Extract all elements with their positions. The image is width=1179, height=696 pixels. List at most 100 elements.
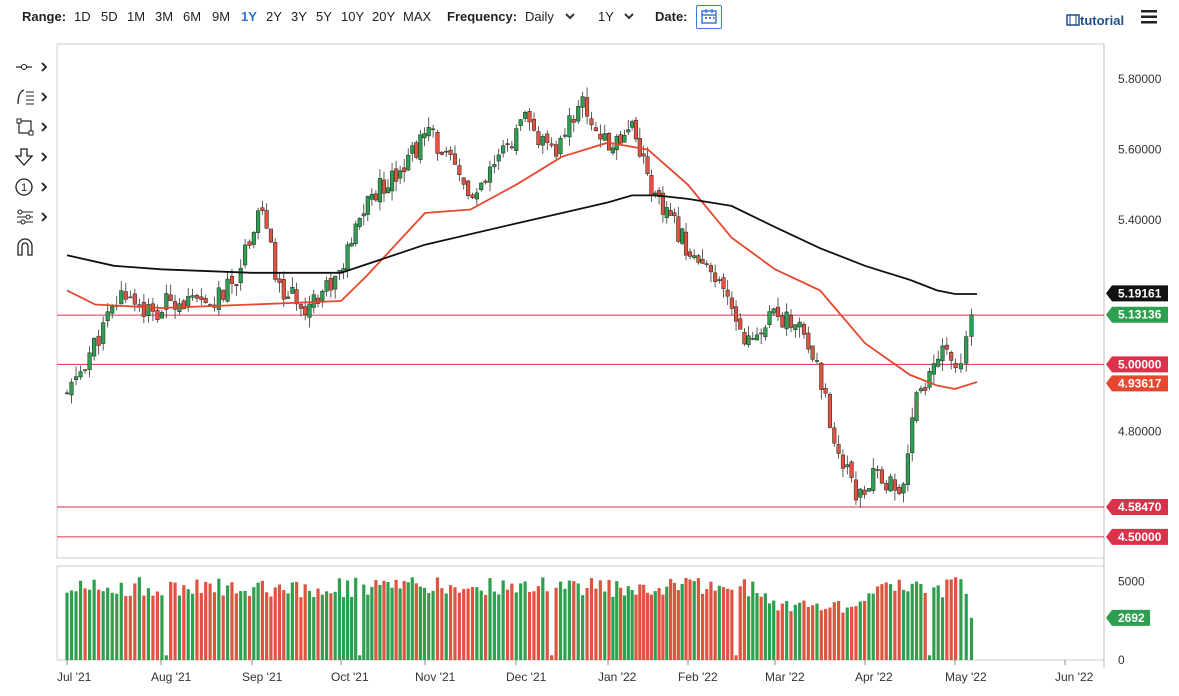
candle-body (814, 360, 820, 362)
magnet-tool[interactable] (14, 236, 54, 258)
volume-bar (366, 594, 370, 660)
candle-body (969, 314, 974, 337)
volume-bar (589, 578, 594, 660)
range-button-1m[interactable]: 1M (127, 9, 146, 24)
volume-bar (74, 591, 78, 660)
hamburger-menu-icon[interactable] (1141, 10, 1157, 24)
chevron-down-icon[interactable] (623, 10, 635, 22)
candle-body (260, 207, 265, 211)
candle-body (418, 134, 423, 160)
volume-y-tick-label: 0 (1118, 653, 1125, 667)
toolbar: Range: 1D 5D 1M 3M 6M 9M 1Y 2Y 3Y 5Y 10Y 20Y MAX Fre… (0, 0, 1179, 36)
volume-bar (277, 584, 282, 660)
candle-body (953, 362, 958, 369)
arrow-tool[interactable] (14, 146, 54, 168)
volume-bar (195, 579, 199, 660)
volume-y-tick-label: 5000 (1118, 575, 1145, 589)
counter-tool[interactable]: 1 (14, 176, 54, 198)
tutorial-link[interactable]: tutorial (1066, 13, 1124, 28)
volume-bar (969, 617, 974, 660)
candle-body (545, 133, 550, 143)
volume-bar (767, 603, 772, 660)
candle-body (771, 308, 776, 314)
range-button-3y[interactable]: 3Y (291, 9, 307, 24)
candle-body (836, 444, 841, 454)
volume-bar (230, 582, 234, 660)
price-tags: 5.19161 5.13136 5.00000 4.93617 4.58470 4.500… (1106, 285, 1168, 626)
volume-bar (581, 595, 585, 660)
candle-body (742, 332, 747, 345)
candle-body (365, 196, 370, 215)
date-picker-button[interactable] (696, 5, 722, 29)
volume-bar (858, 601, 862, 660)
range-button-max[interactable]: MAX (403, 9, 432, 24)
counter-tool-icon: 1 (15, 178, 48, 196)
period-select[interactable]: 1Y (598, 9, 614, 24)
candle-body (558, 137, 563, 155)
volume-bar (97, 589, 101, 660)
volume-bar (137, 577, 141, 660)
range-button-1d[interactable]: 1D (74, 9, 91, 24)
candle-body (958, 363, 963, 370)
candle-body (303, 306, 308, 316)
range-button-20y[interactable]: 20Y (372, 9, 396, 24)
line-tool[interactable] (14, 56, 54, 78)
volume-bar (759, 596, 763, 660)
volume-bar (307, 590, 312, 660)
volume-bar (265, 592, 269, 660)
range-button-5y[interactable]: 5Y (316, 9, 332, 24)
candle-body (290, 287, 295, 294)
range-button-10y[interactable]: 10Y (341, 9, 365, 24)
volume-bar (440, 588, 444, 660)
volume-bar (785, 601, 789, 660)
candle-body (630, 121, 635, 128)
volume-bar (824, 608, 828, 660)
volume-bar (936, 585, 940, 660)
volume-bar (329, 593, 333, 660)
rectangle-tool[interactable] (14, 116, 54, 138)
candle-body (439, 151, 444, 155)
candle-body (622, 134, 627, 143)
candle-body (281, 279, 286, 300)
volume-bar (453, 587, 457, 660)
last-price-tag: 5.13136 (1118, 308, 1162, 322)
candle-body (311, 294, 316, 308)
tutorial-label: tutorial (1080, 13, 1125, 28)
candle-body (128, 296, 133, 299)
measure-tool[interactable] (14, 206, 54, 228)
volume-bar (182, 585, 186, 660)
candle-body (273, 242, 278, 280)
fibonacci-tool-icon (17, 89, 48, 105)
range-button-9m[interactable]: 9M (212, 9, 231, 24)
y-tick-label: 4.80000 (1118, 424, 1162, 438)
volume-bar (871, 593, 875, 660)
range-button-2y[interactable]: 2Y (266, 9, 282, 24)
candle-body (653, 192, 658, 195)
volume-bar (462, 589, 466, 660)
volume-bars (65, 577, 974, 660)
fibonacci-tool[interactable] (14, 86, 54, 108)
volume-bar (155, 591, 160, 660)
chevron-down-icon[interactable] (564, 10, 576, 22)
candle-body (738, 318, 743, 330)
candle-body (806, 332, 811, 350)
range-button-6m[interactable]: 6M (183, 9, 202, 24)
range-button-1y[interactable]: 1Y (241, 9, 257, 24)
candle-body (676, 216, 681, 242)
candle-body (514, 128, 519, 151)
volume-bar (414, 583, 418, 660)
volume-bar (558, 581, 563, 660)
frequency-select[interactable]: Daily (525, 9, 554, 24)
volume-bar (541, 577, 545, 660)
last-price-tag-bg (1106, 306, 1168, 323)
volume-bar (173, 582, 177, 660)
candle-body (452, 153, 458, 165)
candle-body (216, 287, 221, 310)
candle-body (181, 300, 186, 310)
volume-bar (653, 591, 657, 660)
line-tool-icon (16, 62, 48, 72)
volume-bar (893, 590, 897, 660)
range-button-3m[interactable]: 3M (155, 9, 174, 24)
range-button-5d[interactable]: 5D (101, 9, 118, 24)
